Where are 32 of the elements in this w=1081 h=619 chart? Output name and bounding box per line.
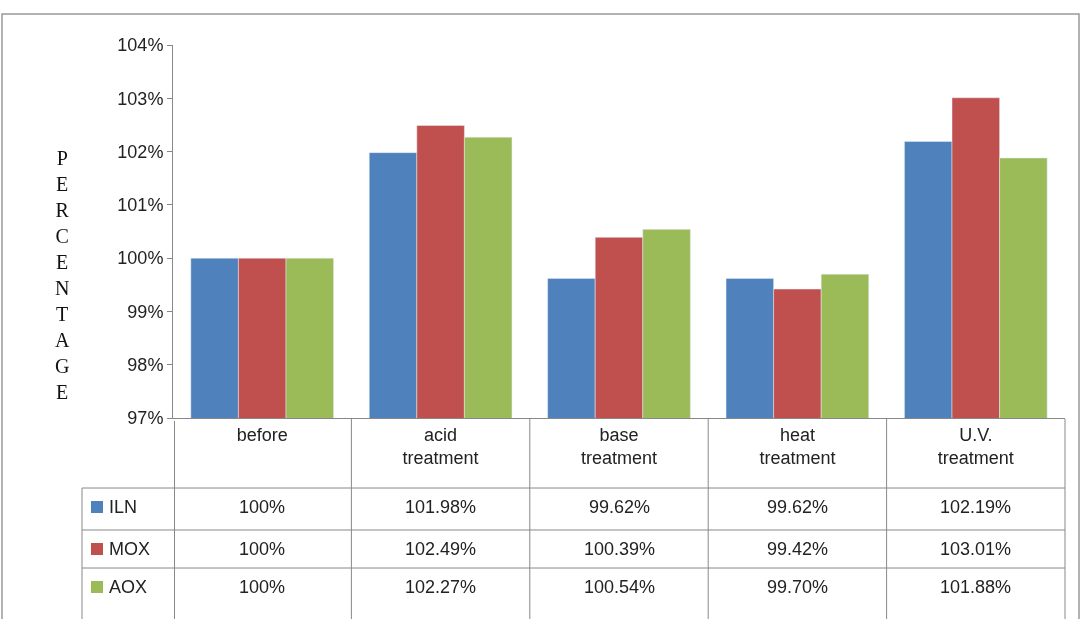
x-tick-label: heat treatment	[759, 424, 836, 468]
y-tick-label: 102%	[117, 141, 164, 162]
data-label: 99.62%	[589, 497, 651, 517]
data-label: 102.19%	[940, 497, 1012, 517]
data-label: 100.39%	[584, 539, 656, 559]
y-tick-label: 99%	[127, 301, 164, 322]
y-tick-label: 103%	[117, 88, 164, 109]
data-label: 99.42%	[767, 539, 829, 559]
data-label: 100%	[239, 577, 286, 597]
data-label: 103.01%	[940, 539, 1012, 559]
data-label: 100%	[239, 539, 286, 559]
y-tick-label: 104%	[117, 35, 164, 56]
legend-label: MOX	[109, 539, 151, 559]
y-tick-label: 97%	[127, 408, 164, 429]
text: PERCENTAGE	[55, 147, 70, 403]
x-tick-label: base treatment	[580, 424, 658, 468]
x-tick-label: U.V. treatment	[937, 424, 1014, 468]
data-label: 101.88%	[940, 577, 1012, 597]
data-label: 101.98%	[405, 497, 477, 517]
legend-label: ILN	[109, 497, 138, 517]
legend-label: AOX	[109, 577, 148, 597]
data-label: 102.49%	[405, 539, 477, 559]
y-tick-label: 101%	[117, 195, 164, 216]
x-tick-label: before	[236, 424, 288, 445]
data-label: 99.62%	[767, 497, 829, 517]
data-label: 100.54%	[584, 577, 656, 597]
y-tick-label: 98%	[127, 355, 164, 376]
data-label: 102.27%	[405, 577, 477, 597]
x-tick-label: acid treatment	[402, 424, 479, 468]
y-tick-label: 100%	[117, 248, 164, 269]
data-label: 99.70%	[767, 577, 829, 597]
data-label: 100%	[239, 497, 286, 517]
